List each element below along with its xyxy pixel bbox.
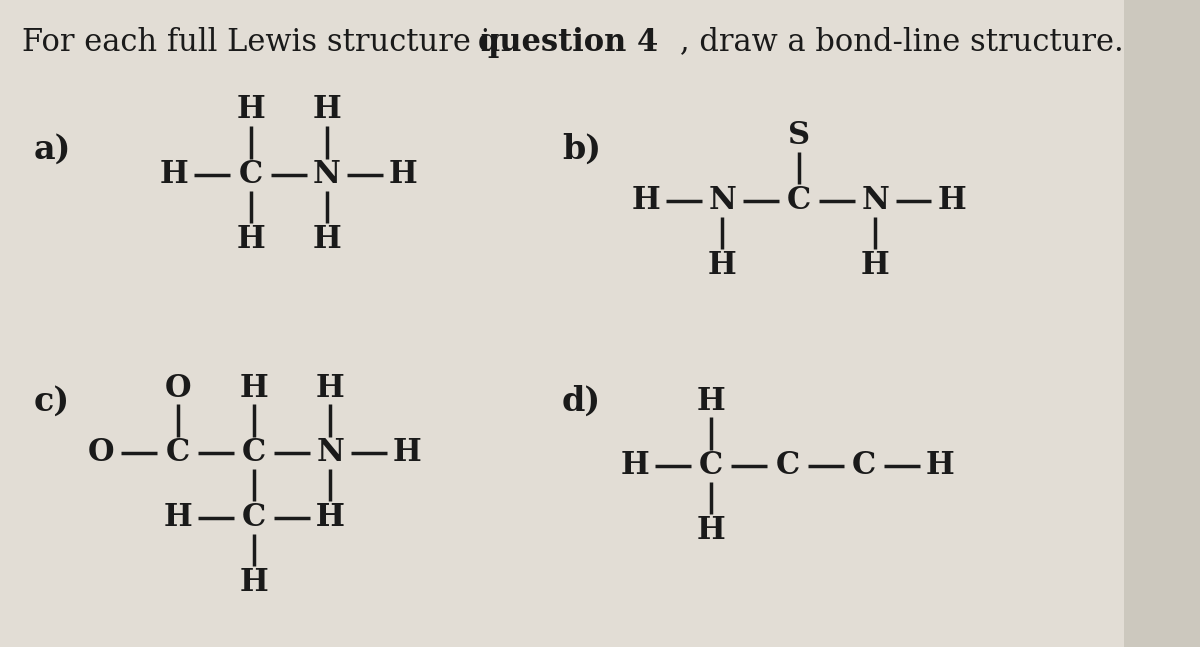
Text: H: H [240, 373, 269, 404]
Text: N: N [313, 159, 341, 190]
Text: H: H [389, 159, 418, 190]
Text: C: C [242, 437, 266, 468]
Text: C: C [239, 159, 263, 190]
Text: H: H [236, 224, 265, 255]
Text: H: H [236, 94, 265, 126]
Text: H: H [316, 502, 344, 533]
Text: C: C [166, 437, 190, 468]
Text: H: H [697, 515, 726, 546]
Text: , draw a bond-line structure.: , draw a bond-line structure. [679, 27, 1123, 58]
Text: question 4: question 4 [478, 27, 658, 58]
Text: c): c) [34, 384, 70, 418]
Text: H: H [163, 502, 192, 533]
Text: C: C [775, 450, 799, 481]
Text: H: H [316, 502, 344, 533]
Text: b): b) [562, 132, 601, 166]
Text: For each full Lewis structure in: For each full Lewis structure in [23, 27, 521, 58]
Text: C: C [700, 450, 724, 481]
Text: H: H [312, 224, 341, 255]
Text: H: H [697, 386, 726, 417]
Text: H: H [316, 373, 344, 404]
Text: H: H [937, 185, 966, 216]
Text: d): d) [562, 384, 601, 418]
Text: N: N [862, 185, 889, 216]
Text: N: N [708, 185, 737, 216]
Text: H: H [312, 94, 341, 126]
Text: S: S [788, 120, 810, 151]
Text: C: C [242, 502, 266, 533]
Text: C: C [852, 450, 876, 481]
Text: H: H [631, 185, 660, 216]
Text: N: N [317, 437, 344, 468]
Text: a): a) [34, 132, 71, 166]
Text: O: O [88, 437, 114, 468]
Text: O: O [164, 373, 191, 404]
Text: H: H [160, 159, 188, 190]
FancyBboxPatch shape [0, 0, 1123, 647]
Text: H: H [620, 450, 649, 481]
Text: H: H [860, 250, 889, 281]
Text: H: H [240, 567, 269, 598]
Text: H: H [926, 450, 955, 481]
Text: H: H [392, 437, 421, 468]
Text: H: H [708, 250, 737, 281]
Text: C: C [787, 185, 811, 216]
